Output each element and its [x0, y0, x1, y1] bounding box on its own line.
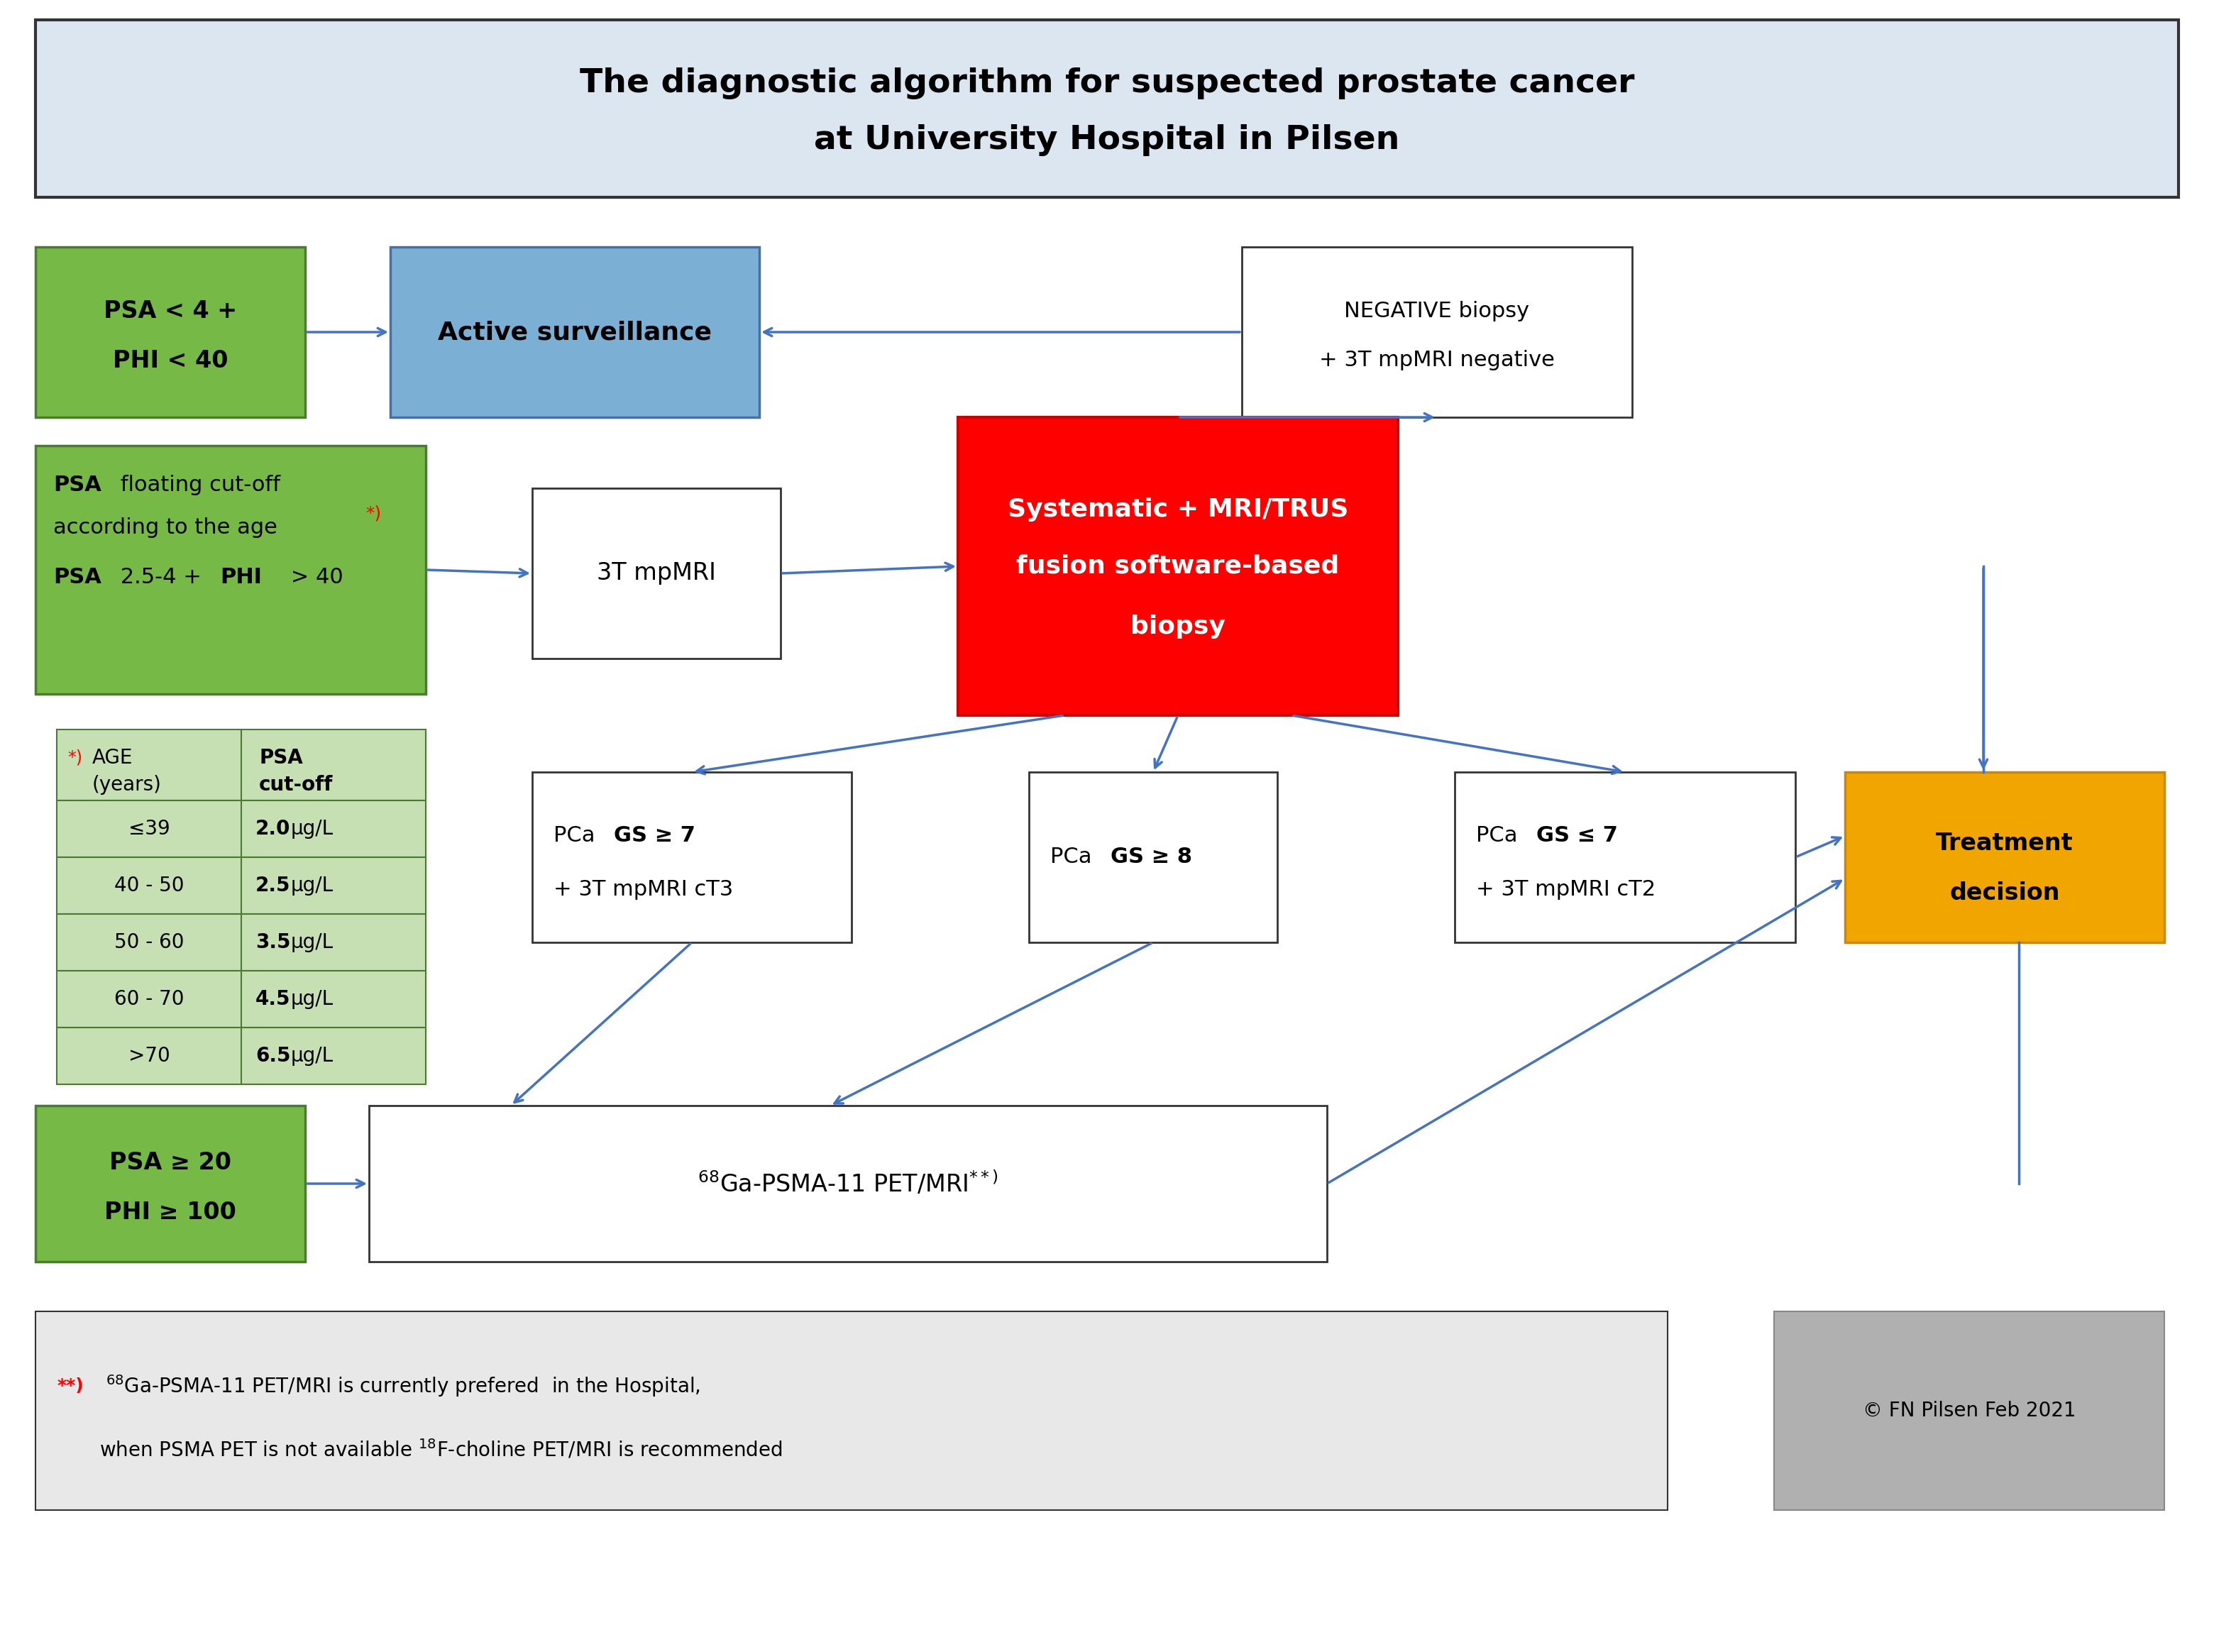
Bar	[35, 1105, 306, 1262]
Text: > 40: > 40	[283, 567, 343, 586]
Text: 2.5: 2.5	[255, 876, 290, 895]
Text: when PSMA PET is not available $^{18}$F-choline PET/MRI is recommended: when PSMA PET is not available $^{18}$F-…	[100, 1439, 782, 1460]
Bar	[531, 771, 852, 942]
Bar	[35, 246, 306, 418]
Bar	[35, 1312, 1667, 1510]
Text: The diagnostic algorithm for suspected prostate cancer: The diagnostic algorithm for suspected p…	[580, 68, 1634, 99]
Bar	[1030, 771, 1277, 942]
Text: + 3T mpMRI negative: + 3T mpMRI negative	[1320, 350, 1554, 370]
Bar	[58, 801, 425, 857]
Text: PHI < 40: PHI < 40	[113, 349, 228, 372]
Text: ≤39: ≤39	[128, 819, 170, 839]
Text: GS ≥ 8: GS ≥ 8	[1111, 847, 1191, 867]
Text: $^{68}$Ga-PSMA-11 PET/MRI is currently prefered  in the Hospital,: $^{68}$Ga-PSMA-11 PET/MRI is currently p…	[100, 1373, 700, 1399]
Text: Active surveillance: Active surveillance	[438, 320, 711, 344]
Text: according to the age: according to the age	[53, 517, 277, 537]
Text: at University Hospital in Pilsen: at University Hospital in Pilsen	[815, 124, 1399, 157]
Text: PCa: PCa	[1049, 847, 1098, 867]
Text: µg/L: µg/L	[290, 932, 334, 952]
Text: Systematic + MRI/TRUS: Systematic + MRI/TRUS	[1007, 497, 1348, 522]
Bar	[959, 418, 1397, 715]
Text: µg/L: µg/L	[290, 876, 334, 895]
Text: PSA < 4 +: PSA < 4 +	[104, 299, 237, 322]
Text: 40 - 50: 40 - 50	[115, 876, 184, 895]
Text: AGE: AGE	[93, 748, 133, 768]
Text: 3.5: 3.5	[255, 932, 290, 952]
Text: 2.5-4 +: 2.5-4 +	[113, 567, 208, 586]
Bar	[58, 730, 425, 801]
Text: µg/L: µg/L	[290, 819, 334, 839]
Text: $^{68}$Ga-PSMA-11 PET/MRI$^{**)}$: $^{68}$Ga-PSMA-11 PET/MRI$^{**)}$	[697, 1170, 999, 1198]
Text: NEGATIVE biopsy: NEGATIVE biopsy	[1344, 301, 1530, 320]
Bar	[1455, 771, 1796, 942]
Text: 6.5: 6.5	[255, 1046, 290, 1066]
Text: GS ≤ 7: GS ≤ 7	[1537, 826, 1618, 846]
Text: 4.5: 4.5	[255, 990, 290, 1009]
Text: + 3T mpMRI cT2: + 3T mpMRI cT2	[1477, 879, 1656, 899]
Bar	[58, 914, 425, 971]
Text: cut-off: cut-off	[259, 775, 332, 795]
Text: µg/L: µg/L	[290, 1046, 334, 1066]
Bar	[1844, 771, 2165, 942]
Bar	[58, 971, 425, 1028]
Bar	[1242, 246, 1632, 418]
Text: © FN Pilsen Feb 2021: © FN Pilsen Feb 2021	[1862, 1401, 2077, 1421]
Text: 2.0: 2.0	[255, 819, 290, 839]
Bar	[370, 1105, 1326, 1262]
Text: >70: >70	[128, 1046, 170, 1066]
Bar	[35, 446, 425, 694]
Bar	[35, 20, 2179, 197]
Text: PSA: PSA	[53, 474, 102, 496]
Bar	[58, 857, 425, 914]
Text: *): *)	[66, 750, 82, 767]
Text: PHI ≥ 100: PHI ≥ 100	[104, 1201, 237, 1224]
Text: PSA ≥ 20: PSA ≥ 20	[108, 1151, 230, 1175]
Text: GS ≥ 7: GS ≥ 7	[613, 826, 695, 846]
Bar	[1773, 1312, 2165, 1510]
Text: **): **)	[58, 1378, 84, 1394]
Text: µg/L: µg/L	[290, 990, 334, 1009]
Text: *): *)	[365, 504, 381, 522]
Text: 50 - 60: 50 - 60	[115, 932, 184, 952]
Text: PCa: PCa	[1477, 826, 1525, 846]
Text: 3T mpMRI: 3T mpMRI	[598, 562, 715, 585]
Bar	[390, 246, 759, 418]
Text: Treatment: Treatment	[1935, 831, 2072, 854]
Text: PSA: PSA	[53, 567, 102, 586]
Text: floating cut-off: floating cut-off	[113, 474, 281, 496]
Text: decision: decision	[1951, 881, 2059, 904]
Text: biopsy: biopsy	[1131, 615, 1227, 639]
Text: fusion software-based: fusion software-based	[1016, 553, 1339, 578]
Text: PHI: PHI	[219, 567, 261, 586]
Bar	[58, 1028, 425, 1084]
Text: PSA: PSA	[259, 748, 303, 768]
Text: 60 - 70: 60 - 70	[115, 990, 184, 1009]
Bar	[531, 489, 782, 659]
Text: + 3T mpMRI cT3: + 3T mpMRI cT3	[554, 879, 733, 899]
Text: (years): (years)	[93, 775, 162, 795]
Text: PCa: PCa	[554, 826, 602, 846]
